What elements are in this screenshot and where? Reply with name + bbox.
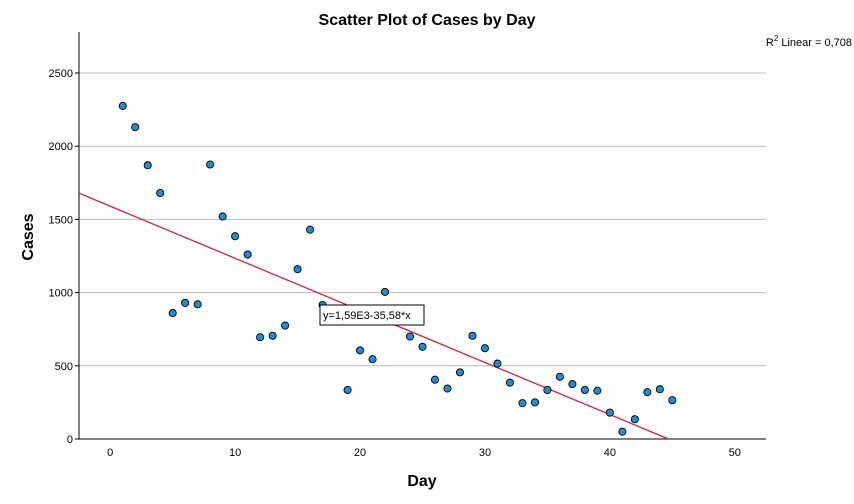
- tick-labels: 0 500 1000 1500 2000 2500 0 10 20 30 40 50: [49, 68, 741, 459]
- data-point: [156, 188, 165, 198]
- data-point: [468, 331, 477, 340]
- data-point: [418, 342, 427, 351]
- data-point: [655, 385, 664, 394]
- data-point: [380, 287, 390, 296]
- r2-label-r: R: [766, 37, 774, 49]
- chart-title: Scatter Plot of Cases by Day: [319, 12, 536, 29]
- fit-equation-box: y=1,59E3-35,58*x: [319, 304, 425, 326]
- data-point: [368, 355, 377, 364]
- data-point: [218, 212, 227, 221]
- data-point: [618, 427, 627, 436]
- data-point: [493, 359, 502, 368]
- y-tick-label: 1000: [49, 288, 73, 300]
- data-point: [593, 386, 602, 395]
- data-point: [131, 123, 140, 132]
- data-point: [243, 250, 252, 259]
- data-point: [518, 399, 527, 408]
- x-tick-label: 30: [479, 447, 491, 459]
- data-point: [181, 298, 190, 307]
- data-point: [168, 309, 177, 318]
- data-point: [306, 225, 315, 234]
- data-point: [605, 408, 614, 417]
- data-point: [543, 385, 552, 395]
- y-tick-label: 2000: [49, 141, 73, 153]
- r2-label-rest: Linear = 0,708: [778, 37, 852, 49]
- data-point: [643, 388, 652, 397]
- data-point: [555, 372, 564, 381]
- gridlines: [79, 72, 766, 367]
- y-tick-label: 0: [67, 434, 73, 446]
- data-points: [118, 101, 677, 436]
- data-point: [268, 331, 277, 340]
- data-point: [206, 160, 215, 169]
- data-point: [430, 375, 440, 384]
- data-point: [443, 384, 452, 393]
- x-tick-label: 10: [229, 447, 241, 459]
- data-point: [568, 380, 577, 389]
- x-tick-label: 0: [107, 447, 113, 459]
- data-point: [231, 232, 240, 241]
- data-point: [143, 161, 152, 170]
- data-point: [505, 378, 514, 387]
- x-tick-label: 50: [729, 447, 741, 459]
- r2-label: R2 Linear = 0,708: [766, 34, 852, 49]
- data-point: [530, 398, 539, 407]
- data-point: [256, 333, 265, 342]
- x-tick-label: 40: [604, 447, 616, 459]
- y-tick-label: 2500: [49, 68, 73, 80]
- fit-equation: y=1,59E3-35,58*x: [323, 310, 411, 322]
- data-point: [355, 346, 365, 355]
- y-axis-title: Cases: [20, 213, 37, 260]
- y-tick-label: 1500: [49, 214, 73, 226]
- data-point: [668, 396, 677, 405]
- r2-label-sup: 2: [774, 34, 779, 43]
- data-point: [580, 385, 589, 395]
- data-point: [480, 344, 490, 353]
- data-point: [343, 385, 352, 395]
- data-point: [118, 101, 127, 110]
- data-point: [281, 321, 290, 330]
- y-tick-label: 500: [55, 361, 73, 373]
- axes: [75, 32, 766, 440]
- data-point: [293, 265, 302, 274]
- data-point: [405, 332, 415, 341]
- data-point: [455, 368, 465, 377]
- data-point: [630, 415, 639, 424]
- x-tick-label: 20: [354, 447, 366, 459]
- x-axis-title: Day: [407, 473, 436, 490]
- data-point: [193, 300, 202, 309]
